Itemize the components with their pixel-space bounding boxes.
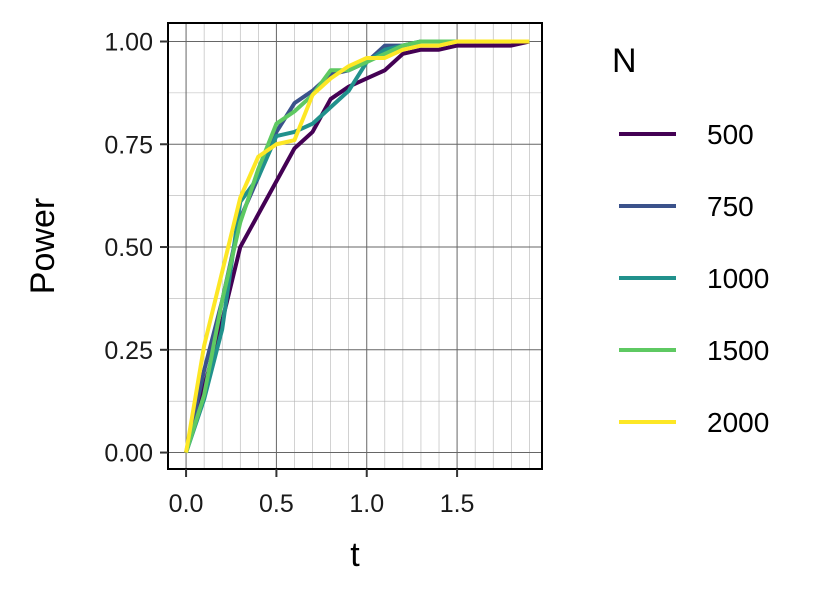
series-line-2000 — [184, 39, 530, 453]
legend-item-1500: 1500 — [619, 335, 769, 366]
x-tick-label: 0.0 — [169, 490, 204, 518]
series-lines — [184, 39, 530, 454]
axis-ticks: 0.0 0.5 1.0 1.5 0.00 0.25 0.50 0.75 1.00 — [104, 28, 474, 518]
legend-item-500: 500 — [619, 119, 754, 150]
legend-title: N — [612, 42, 637, 80]
y-tick-label: 0.75 — [104, 131, 153, 159]
x-axis-title: t — [350, 536, 360, 574]
legend: 500 750 1000 1500 2000 — [619, 119, 769, 438]
legend-item-1000: 1000 — [619, 263, 769, 294]
grid-minor — [168, 23, 542, 469]
y-tick-label: 1.00 — [104, 28, 153, 56]
legend-item-2000: 2000 — [619, 407, 769, 438]
y-tick-label: 0.00 — [104, 440, 153, 468]
grid-major — [168, 23, 542, 469]
legend-label-1500: 1500 — [707, 335, 769, 366]
y-axis-title: Power — [24, 198, 62, 294]
legend-item-750: 750 — [619, 191, 754, 222]
x-tick-label: 0.5 — [259, 490, 294, 518]
legend-label-500: 500 — [707, 119, 754, 150]
x-tick-label: 1.5 — [440, 490, 475, 518]
legend-label-2000: 2000 — [707, 407, 769, 438]
legend-label-1000: 1000 — [707, 263, 769, 294]
legend-label-750: 750 — [707, 191, 754, 222]
plot-panel-border — [167, 22, 543, 470]
x-tick-label: 1.0 — [349, 490, 384, 518]
y-tick-label: 0.25 — [104, 337, 153, 365]
y-tick-label: 0.50 — [104, 234, 153, 262]
series-line-500 — [184, 39, 530, 454]
